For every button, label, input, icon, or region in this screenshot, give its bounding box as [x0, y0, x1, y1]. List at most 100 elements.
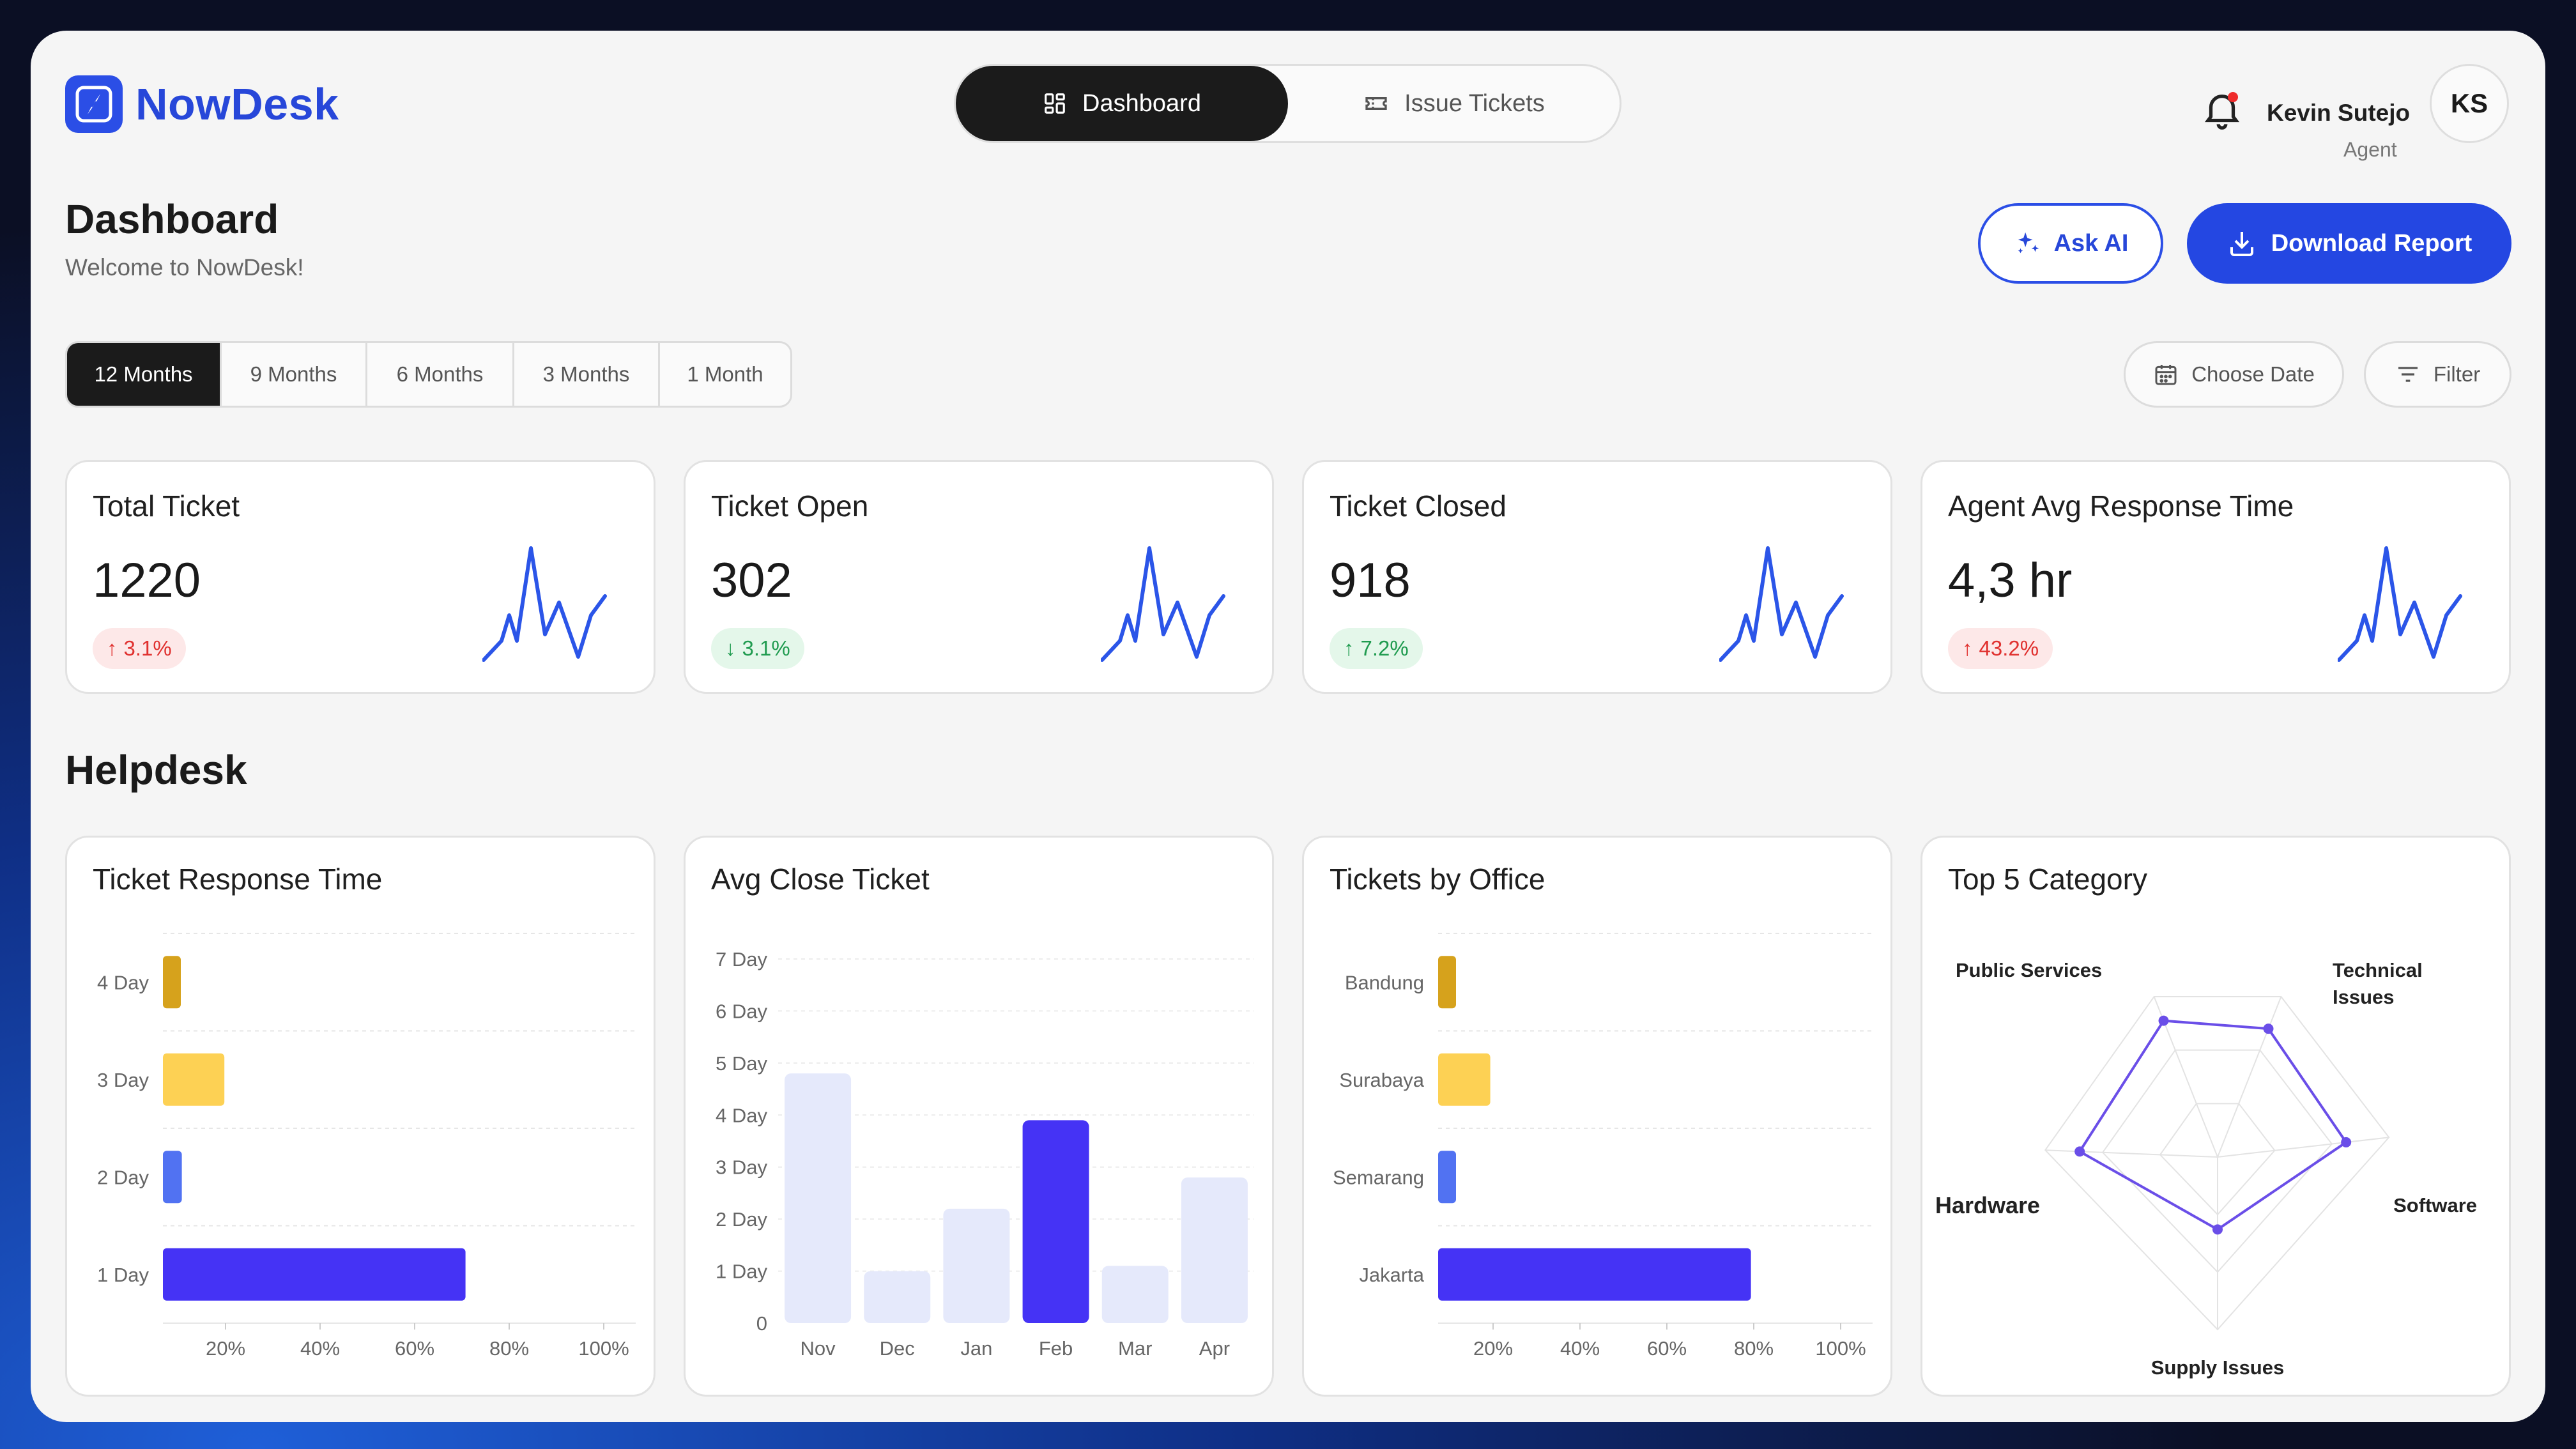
- bar: [163, 1248, 466, 1301]
- bell-icon: [2204, 94, 2240, 130]
- chart-card-response-time: Ticket Response Time 4 Day 3 Day 2 Day 1 Da…: [65, 836, 656, 1397]
- ask-ai-button[interactable]: Ask AI: [1978, 203, 2163, 284]
- category-label: 2 Day: [97, 1166, 149, 1188]
- arrow-up-icon: ↑: [107, 636, 118, 660]
- choose-date-button[interactable]: Choose Date: [2124, 341, 2344, 408]
- sparkline-path: [2338, 546, 2462, 662]
- kpi-title: Agent Avg Response Time: [1948, 489, 2294, 523]
- kpi-change-badge: ↓ 3.1%: [711, 628, 804, 669]
- y-tick-label: 6 Day: [716, 1000, 767, 1022]
- chart-title: Avg Close Ticket: [711, 862, 930, 896]
- compass-icon: [65, 75, 123, 133]
- choose-date-label: Choose Date: [2191, 362, 2315, 386]
- range-9-months[interactable]: 9 Months: [222, 343, 367, 406]
- filter-button[interactable]: Filter: [2364, 341, 2511, 408]
- radar-grid: [2044, 995, 2390, 1331]
- sparkline: [482, 546, 607, 662]
- main-nav: Dashboard Issue Tickets: [954, 64, 1621, 143]
- kpi-ticket-open[interactable]: Ticket Open 302 ↓ 3.1%: [684, 460, 1274, 694]
- arrow-up-icon: ↑: [1962, 636, 1973, 660]
- chart-response-time: 4 Day 3 Day 2 Day 1 Day 20% 40% 60% 80% 100%: [97, 933, 636, 1360]
- sparkline-path: [482, 546, 607, 662]
- download-report-button[interactable]: Download Report: [2187, 203, 2511, 284]
- chart-title: Tickets by Office: [1330, 862, 1545, 896]
- radar-point: [2158, 1015, 2169, 1026]
- tab-issue-tickets[interactable]: Issue Tickets: [1288, 66, 1620, 141]
- kpi-ticket-closed[interactable]: Ticket Closed 918 ↑ 7.2%: [1302, 460, 1892, 694]
- range-6-months[interactable]: 6 Months: [367, 343, 514, 406]
- chart-card-top-category: Top 5 Category Public Services Technical I…: [1920, 836, 2511, 1397]
- range-3-months[interactable]: 3 Months: [514, 343, 660, 406]
- radar-spoke: [2217, 1137, 2389, 1158]
- sparkline: [1101, 546, 1225, 662]
- bar: [1022, 1120, 1089, 1323]
- range-12-months[interactable]: 12 Months: [67, 343, 222, 406]
- kpi-change: 3.1%: [742, 636, 790, 660]
- range-1-month[interactable]: 1 Month: [687, 362, 763, 386]
- bar: [1438, 956, 1456, 1009]
- x-tick-label: Nov: [801, 1337, 836, 1360]
- kpi-value: 4,3 hr: [1948, 553, 2073, 608]
- kpi-title: Total Ticket: [93, 489, 240, 523]
- avatar[interactable]: KS: [2430, 64, 2509, 143]
- sparkline: [2338, 546, 2462, 662]
- radar-grid: [2159, 1103, 2276, 1216]
- radar-point: [2074, 1146, 2085, 1157]
- radar-axis-label: Public Services: [1956, 959, 2102, 981]
- x-tick-label: 100%: [1815, 1337, 1866, 1360]
- radar-axis-label: Technical Issues: [2333, 959, 2423, 1008]
- kpi-value: 1220: [93, 553, 201, 608]
- radar-series: [2078, 1019, 2348, 1231]
- x-tick-label: Mar: [1118, 1337, 1152, 1360]
- category-label: 4 Day: [97, 971, 149, 993]
- kpi-value: 302: [711, 553, 792, 608]
- ticket-icon: [1365, 97, 1387, 110]
- notification-bell[interactable]: [2200, 87, 2244, 132]
- radar-point: [2341, 1137, 2352, 1147]
- y-tick-label: 5 Day: [716, 1052, 767, 1075]
- bar: [1438, 1151, 1456, 1204]
- bar: [163, 956, 181, 1009]
- bar: [163, 1151, 182, 1204]
- section-title-helpdesk: Helpdesk: [65, 747, 247, 793]
- user-role: Agent: [2343, 138, 2397, 161]
- x-tick-label: 100%: [578, 1337, 629, 1360]
- x-tick-label: 60%: [395, 1337, 434, 1360]
- tab-issue-tickets-label: Issue Tickets: [1404, 89, 1545, 117]
- chart-avg-close: 0 1 Day 2 Day 3 Day 4 Day 5 Day 6 Day 7 Day Nov D…: [716, 948, 1254, 1360]
- x-tick-label: 20%: [1473, 1337, 1513, 1360]
- tab-dashboard[interactable]: Dashboard: [956, 66, 1288, 141]
- kpi-total-ticket[interactable]: Total Ticket 1220 ↑ 3.1%: [65, 460, 656, 694]
- download-report-label: Download Report: [2271, 229, 2472, 257]
- user-name: Kevin Sutejo: [2267, 100, 2411, 126]
- logo[interactable]: NowDesk: [65, 75, 339, 133]
- chart-by-office: Bandung Surabaya Semarang Jakarta 20% 40% 60% 8…: [1333, 933, 1873, 1360]
- kpi-change: 3.1%: [123, 636, 172, 660]
- filter-icon: [2398, 367, 2418, 382]
- x-tick-label: 80%: [1734, 1337, 1774, 1360]
- kpi-change-badge: ↑ 3.1%: [93, 628, 186, 669]
- kpi-change: 43.2%: [1979, 636, 2039, 660]
- sparkle-icon: [2018, 232, 2039, 254]
- kpi-title: Ticket Open: [711, 489, 869, 523]
- kpi-agent-avg-response[interactable]: Agent Avg Response Time 4,3 hr ↑ 43.2%: [1920, 460, 2511, 694]
- y-tick-label: 3 Day: [716, 1156, 767, 1179]
- kpi-value: 918: [1330, 553, 1411, 608]
- radar-axis-label: Software: [2393, 1194, 2477, 1216]
- category-label: 3 Day: [97, 1069, 149, 1091]
- kpi-change-badge: ↑ 43.2%: [1948, 628, 2053, 669]
- y-tick-label: 0: [756, 1312, 767, 1335]
- category-label: Jakarta: [1359, 1264, 1424, 1286]
- category-label: Bandung: [1345, 971, 1424, 993]
- chart-title: Top 5 Category: [1948, 862, 2147, 896]
- chart-card-by-office: Tickets by Office Bandung Surabaya Semaran…: [1302, 836, 1892, 1397]
- y-tick-label: 1 Day: [716, 1261, 767, 1283]
- calendar-icon: [2155, 365, 2177, 385]
- x-tick-label: Jan: [960, 1337, 992, 1360]
- sparkline: [1719, 546, 1844, 662]
- radar-axis-label: Hardware: [1935, 1192, 2040, 1218]
- radar-spoke: [2217, 996, 2282, 1158]
- category-label: Surabaya: [1339, 1069, 1424, 1091]
- bar: [1181, 1177, 1248, 1323]
- time-range-selector: 12 Months 9 Months 6 Months 3 Months 1 M…: [65, 341, 792, 408]
